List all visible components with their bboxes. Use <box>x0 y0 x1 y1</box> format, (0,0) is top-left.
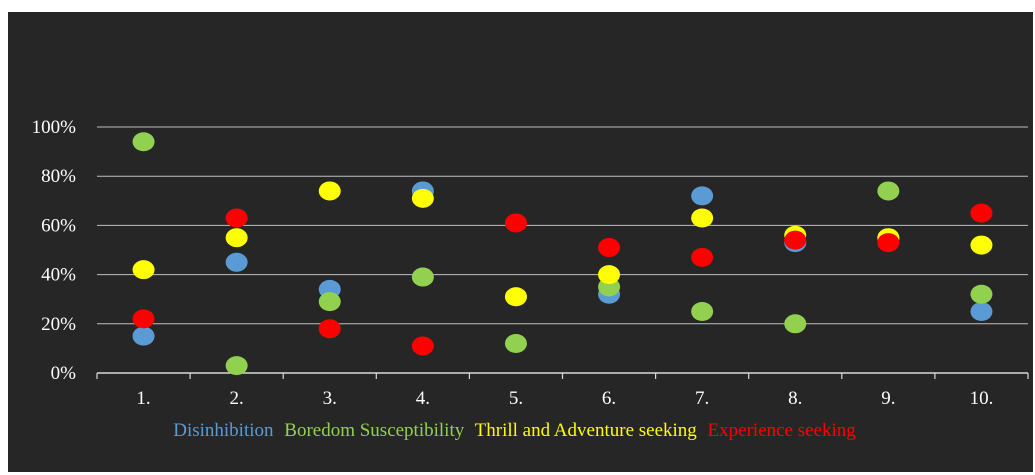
data-point-thrill-and-adventure-seeking <box>691 208 714 228</box>
data-point-disinhibition <box>225 252 248 272</box>
x-tick-label: 6. <box>602 388 616 409</box>
data-point-boredom-susceptibility <box>132 132 155 152</box>
legend-boredom-susceptibility: Boredom Susceptibility <box>284 420 465 441</box>
x-tick-label: 7. <box>695 388 709 409</box>
x-tick-label: 8. <box>788 388 802 409</box>
data-point-boredom-susceptibility <box>691 302 714 321</box>
data-point-boredom-susceptibility <box>318 292 341 312</box>
data-point-thrill-and-adventure-seeking <box>225 228 248 248</box>
x-tick-label: 3. <box>323 388 337 409</box>
legend-disinhibition: Disinhibition <box>173 420 274 441</box>
legend: Disinhibition Boredom Susceptibility Thr… <box>0 420 1035 442</box>
legend-thrill-adventure-seeking: Thrill and Adventure seeking <box>474 420 697 441</box>
y-tick-label: 60% <box>41 215 76 236</box>
data-point-thrill-and-adventure-seeking <box>504 287 527 307</box>
y-tick-label: 0% <box>51 363 77 384</box>
data-point-thrill-and-adventure-seeking <box>132 260 155 280</box>
data-point-disinhibition <box>970 302 993 321</box>
data-point-thrill-and-adventure-seeking <box>970 235 993 255</box>
data-point-boredom-susceptibility <box>411 267 434 287</box>
data-point-thrill-and-adventure-seeking <box>318 181 341 201</box>
data-point-boredom-susceptibility <box>877 181 900 201</box>
data-point-experience-seeking <box>598 238 621 258</box>
x-tick-label: 5. <box>509 388 523 409</box>
y-tick-label: 40% <box>41 265 76 286</box>
data-point-experience-seeking <box>225 208 248 228</box>
data-point-boredom-susceptibility <box>970 284 993 304</box>
data-point-experience-seeking <box>877 233 900 253</box>
x-tick-label: 1. <box>136 388 150 409</box>
y-tick-label: 100% <box>32 117 77 138</box>
data-point-disinhibition <box>691 186 714 206</box>
x-tick-label: 9. <box>881 388 895 409</box>
data-point-experience-seeking <box>132 309 155 329</box>
data-point-boredom-susceptibility <box>784 314 807 334</box>
data-point-experience-seeking <box>970 203 993 223</box>
data-point-boredom-susceptibility <box>504 333 527 353</box>
data-point-disinhibition <box>132 326 155 346</box>
data-point-experience-seeking <box>411 336 434 356</box>
data-point-boredom-susceptibility <box>225 356 248 376</box>
data-point-experience-seeking <box>318 319 341 339</box>
x-tick-label: 2. <box>230 388 244 409</box>
data-point-experience-seeking <box>784 230 807 250</box>
chart-background <box>8 12 1033 472</box>
x-tick-label: 10. <box>970 388 994 409</box>
y-tick-label: 80% <box>41 166 76 187</box>
data-point-thrill-and-adventure-seeking <box>411 188 434 208</box>
x-tick-label: 4. <box>416 388 430 409</box>
y-tick-label: 20% <box>41 314 76 335</box>
data-point-thrill-and-adventure-seeking <box>598 265 621 285</box>
data-point-experience-seeking <box>691 247 714 267</box>
data-point-experience-seeking <box>504 213 527 233</box>
legend-experience-seeking: Experience seeking <box>707 420 856 441</box>
